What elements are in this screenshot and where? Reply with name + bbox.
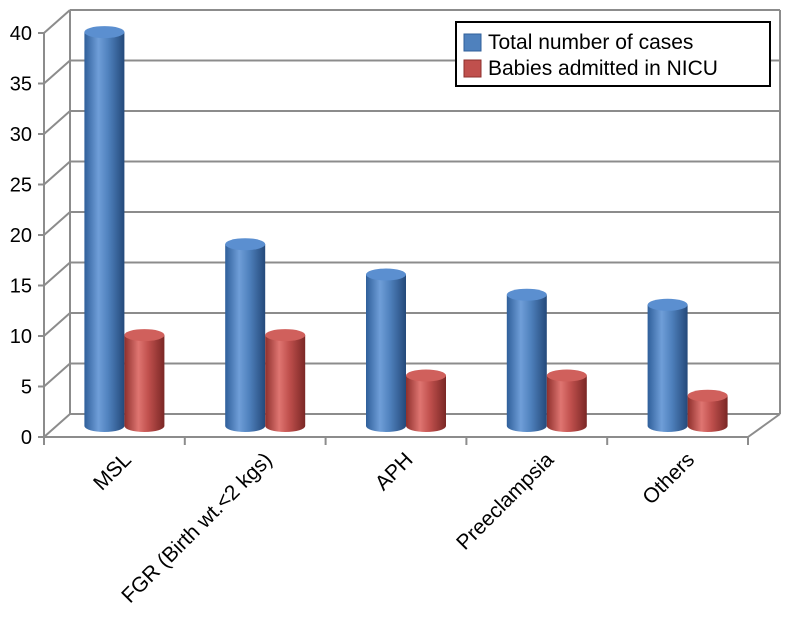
gridline-side xyxy=(43,261,71,287)
y-tick-label: 15 xyxy=(10,276,32,298)
bar-total-cases xyxy=(366,268,406,432)
gridline-side xyxy=(43,9,71,34)
y-tick-label: 20 xyxy=(10,225,32,247)
legend-label-nicu: Babies admitted in NICU xyxy=(488,57,718,80)
gridline-side xyxy=(43,362,71,388)
floor-right-edge xyxy=(747,413,781,438)
y-tick-label: 10 xyxy=(10,326,32,348)
cylinder-body xyxy=(124,335,165,432)
y-tick-label: 35 xyxy=(10,74,32,96)
legend-box xyxy=(455,21,771,87)
gridline-side xyxy=(43,59,71,85)
cylinder-body xyxy=(506,294,547,432)
bar-nicu-admissions xyxy=(265,329,306,432)
cylinder-top xyxy=(506,288,547,301)
cylinder-top xyxy=(225,238,266,251)
y-tick-label: 0 xyxy=(21,427,32,449)
x-category-label: FGR (Birth wt.<2 kgs) xyxy=(117,448,276,607)
cylinder-body xyxy=(647,304,688,432)
y-tick-label: 40 xyxy=(10,23,32,45)
x-category-label: APH xyxy=(371,448,418,495)
y-tick-label: 25 xyxy=(10,175,32,197)
cylinder-top xyxy=(84,26,125,39)
bar-total-cases xyxy=(647,298,688,432)
y-axis-ticks: 0 5 10 15 20 25 30 35 40 xyxy=(10,23,44,449)
gridline-side xyxy=(43,413,71,438)
cylinder-top xyxy=(546,369,587,382)
legend-label-total: Total number of cases xyxy=(488,31,693,54)
bar-total-cases xyxy=(84,26,125,432)
cylinder-top xyxy=(647,298,688,311)
cylinder-top xyxy=(406,369,446,382)
bar-nicu-admissions xyxy=(687,389,728,432)
gridline-side xyxy=(43,110,71,135)
bars xyxy=(84,26,728,432)
cylinder-body xyxy=(225,244,266,432)
x-category-label: Others xyxy=(638,448,699,509)
gridline-side xyxy=(43,160,71,186)
gridlines xyxy=(43,9,780,438)
bar-nicu-admissions xyxy=(124,329,165,432)
cylinder-body xyxy=(84,32,125,432)
cylinder-top xyxy=(265,329,306,342)
legend: Total number of cases Babies admitted in… xyxy=(455,21,771,87)
bar-nicu-admissions xyxy=(406,369,446,432)
y-tick-label: 5 xyxy=(21,377,32,399)
gridline-side xyxy=(43,312,71,337)
bar-total-cases xyxy=(225,238,266,432)
cylinder-body xyxy=(366,274,406,432)
cylinder-top xyxy=(687,389,728,402)
x-category-label: MSL xyxy=(89,448,136,495)
gridline-side xyxy=(43,211,71,236)
cylinder-top xyxy=(366,268,406,281)
legend-swatch-nicu xyxy=(463,59,482,78)
cylinder-body xyxy=(406,375,446,432)
cylinder-body xyxy=(546,375,587,432)
y-tick-label: 30 xyxy=(10,124,32,146)
legend-swatch-total xyxy=(463,33,482,52)
x-category-label: Preeclampsia xyxy=(452,448,558,554)
cylinder-body xyxy=(265,335,306,432)
bar-total-cases xyxy=(506,288,547,432)
cylinder-body xyxy=(687,395,728,432)
cylinder-top xyxy=(124,329,165,342)
bar-nicu-admissions xyxy=(546,369,587,432)
